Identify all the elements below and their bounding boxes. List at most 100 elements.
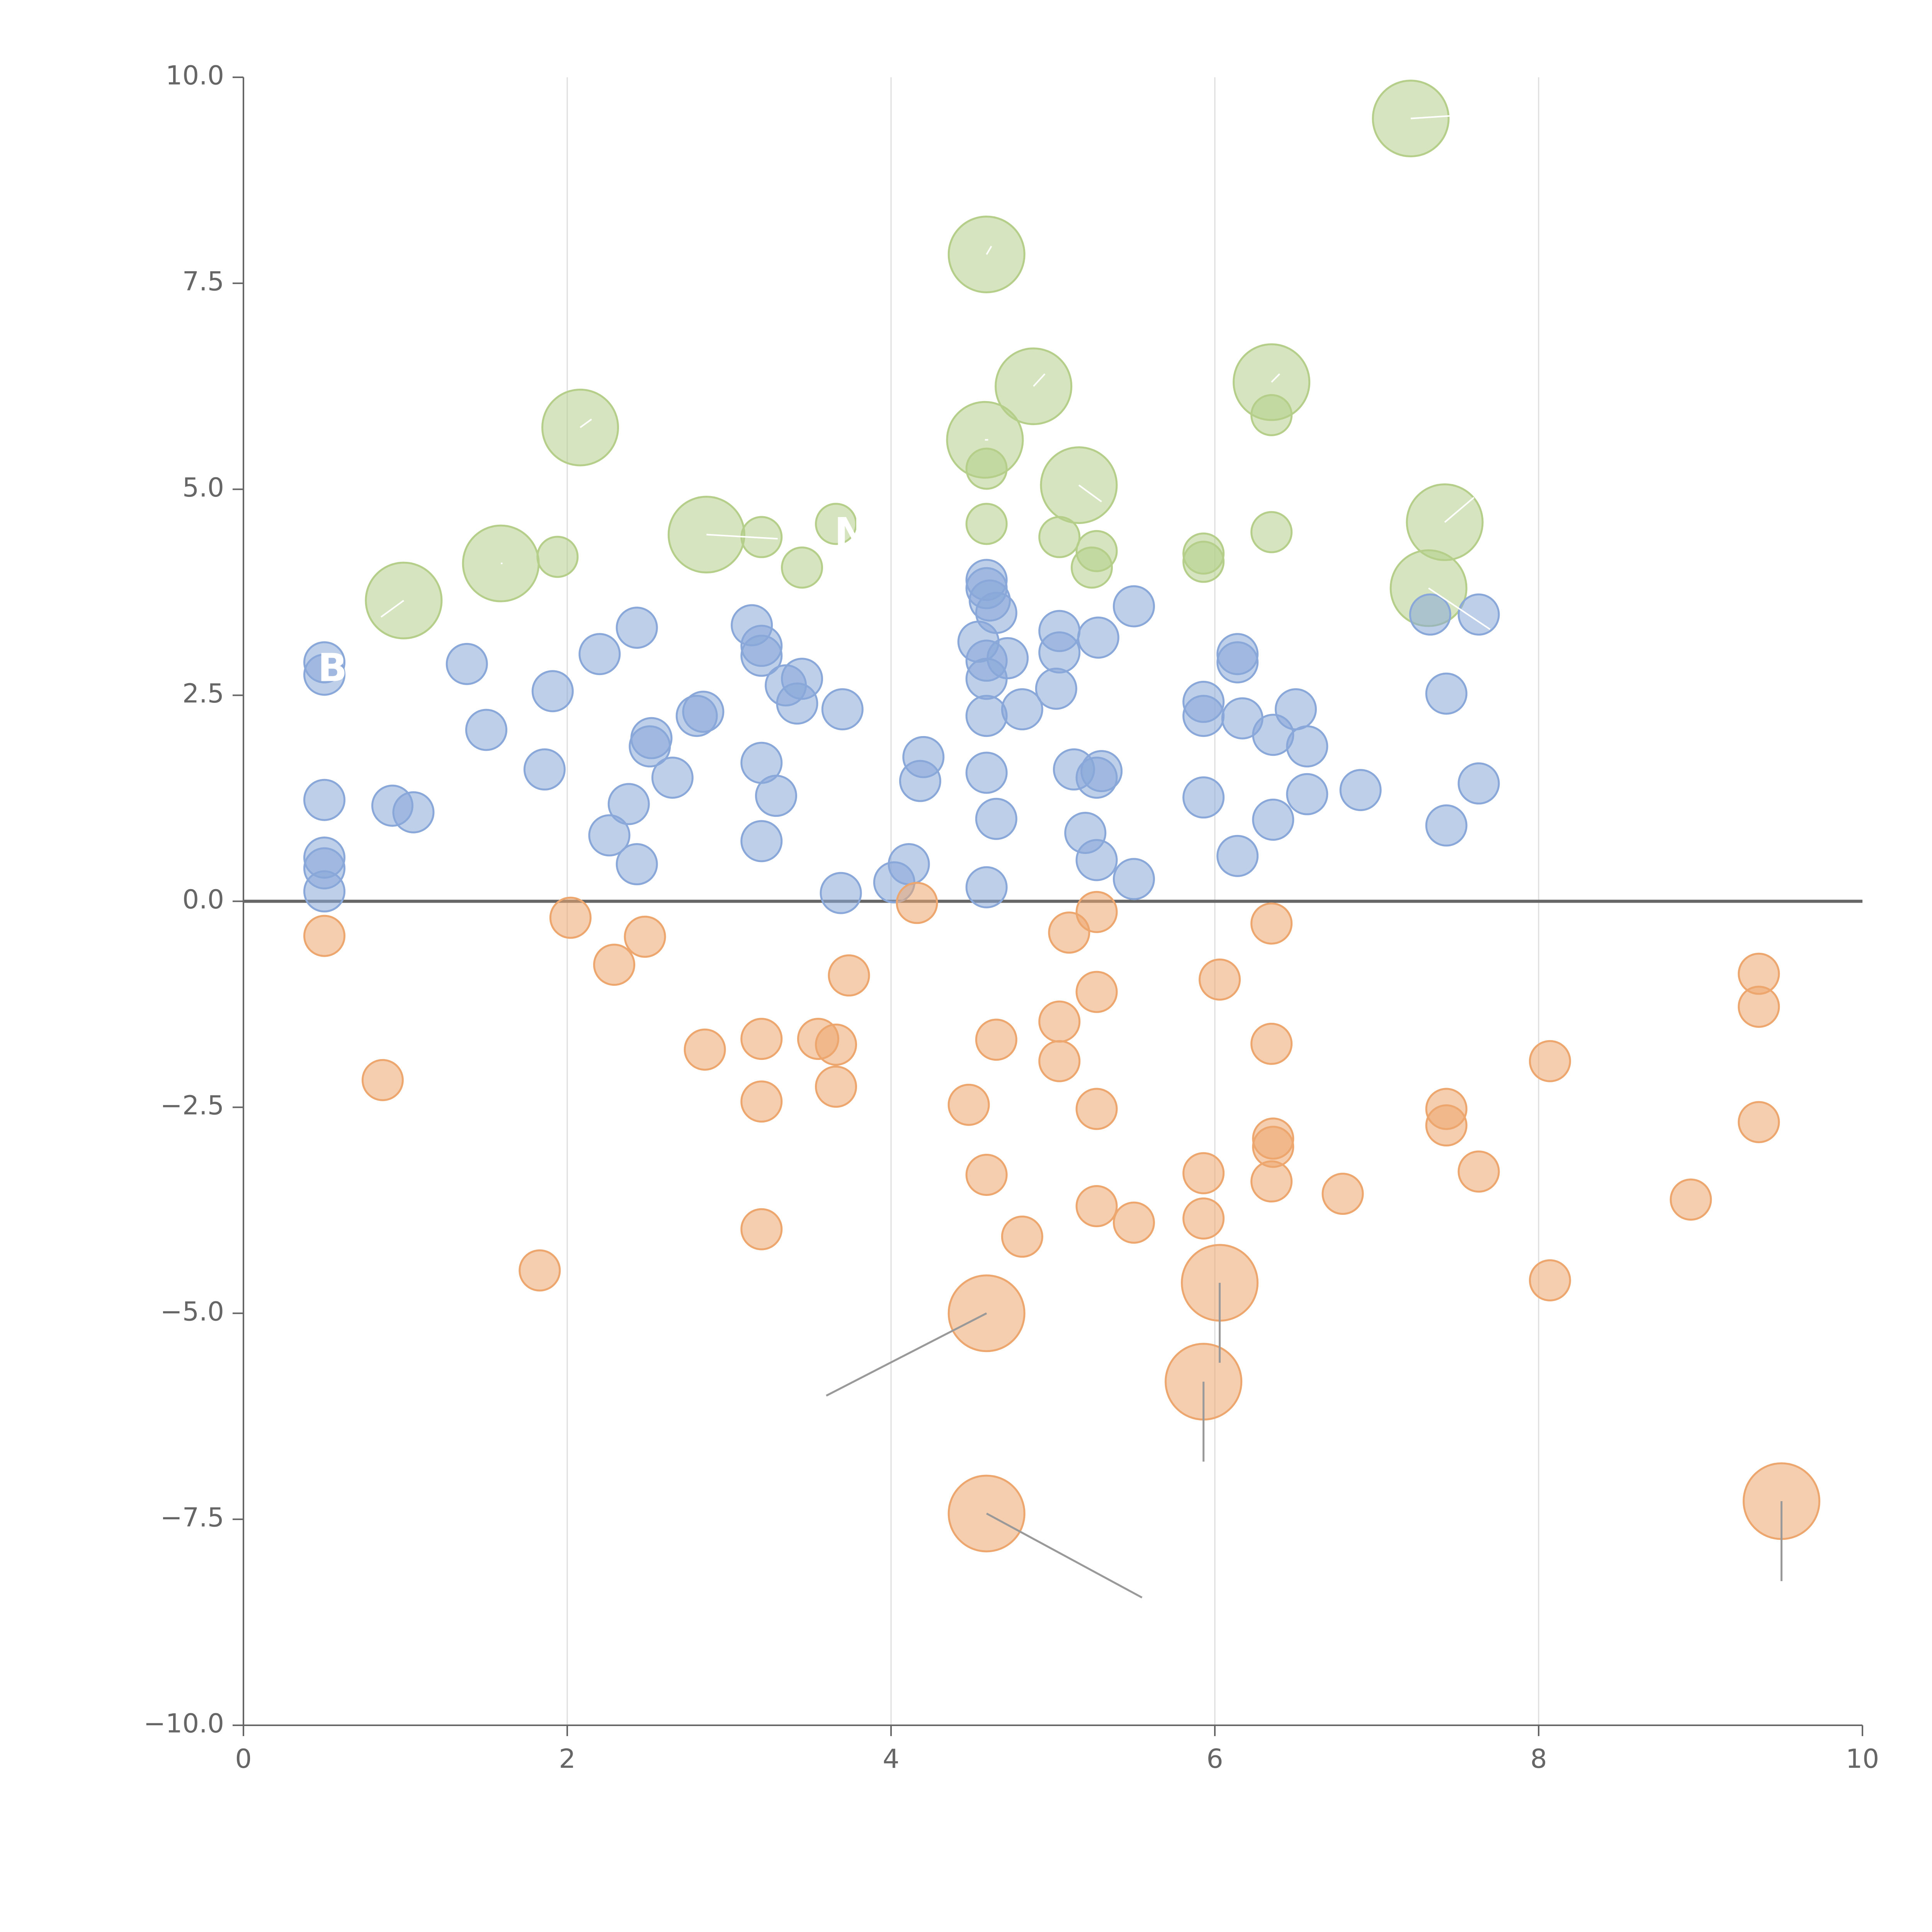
orange-bubble	[1250, 1160, 1293, 1203]
orange-bubble	[815, 1065, 857, 1108]
blue-bubble	[1458, 593, 1500, 636]
green-bubble	[1071, 546, 1113, 589]
x-tick-label: 4	[883, 1744, 899, 1774]
orange-leader-line	[986, 1512, 1143, 1599]
blue-bubble	[523, 748, 566, 791]
x-tick-label: 2	[559, 1744, 575, 1774]
x-tick-label: 10	[1846, 1744, 1879, 1774]
orange-bubble	[1182, 1152, 1225, 1194]
orange-leader-line	[826, 1312, 987, 1397]
blue-bubble	[975, 798, 1017, 840]
green-bubble	[815, 503, 857, 545]
x-tick-label: 8	[1530, 1744, 1547, 1774]
green-bubble	[781, 546, 823, 589]
green-leader-line	[1078, 484, 1102, 502]
point-labels: NB	[318, 509, 867, 690]
blue-bubble	[1113, 858, 1155, 900]
blue-bubble	[578, 633, 621, 675]
blue-bubble	[446, 643, 488, 685]
green-bubble	[536, 536, 579, 578]
blue-bubble	[1409, 593, 1451, 636]
blue-bubble	[465, 709, 507, 751]
blue-bubble	[1216, 641, 1259, 684]
y-tick-label: −2.5	[160, 1090, 224, 1121]
orange-bubble	[1182, 1197, 1225, 1240]
orange-bubble	[740, 1018, 783, 1060]
y-tick-label: 10.0	[166, 61, 224, 91]
point-label: N	[834, 509, 867, 554]
blue-bubble	[1035, 667, 1077, 710]
orange-bubble	[1048, 912, 1090, 954]
blue-bubble	[1182, 776, 1225, 819]
y-tick-label: 7.5	[182, 267, 224, 297]
green-leader-line	[580, 418, 592, 428]
orange-bubble	[828, 954, 870, 997]
orange-bubble	[519, 1249, 561, 1292]
orange-bubble	[549, 896, 592, 939]
blue-bubble	[820, 872, 862, 914]
orange-bubble	[740, 1208, 783, 1250]
blue-bubble	[1425, 804, 1468, 847]
orange-bubble	[1738, 1101, 1780, 1143]
orange-bubble	[593, 944, 636, 986]
blue-bubble	[303, 653, 345, 696]
orange-bubble	[684, 1028, 726, 1071]
blue-bubble	[755, 775, 798, 817]
green-bubble	[1250, 394, 1293, 436]
blue-bubble	[965, 866, 1008, 908]
orange-bubble	[1038, 1000, 1081, 1043]
y-tick-label: 0.0	[182, 884, 224, 915]
blue-bubble	[1077, 616, 1119, 659]
green-bubble	[965, 447, 1008, 490]
blue-bubble	[675, 695, 718, 737]
blue-bubble	[616, 843, 658, 886]
blue-bubble	[776, 682, 818, 725]
green-leader-line	[380, 600, 404, 618]
blue-bubble	[303, 870, 345, 913]
blue-bubble	[651, 757, 694, 799]
blue-bubble	[1425, 672, 1468, 715]
orange-bubble	[1075, 1088, 1118, 1130]
blue-bubble	[1216, 835, 1259, 877]
orange-bubble	[1529, 1259, 1571, 1301]
blue-bubble	[821, 688, 864, 731]
y-tick-label: 2.5	[182, 679, 224, 709]
green-bubble	[1250, 511, 1293, 553]
orange-bubble	[624, 915, 666, 958]
blue-bubble	[1001, 688, 1043, 731]
blue-bubble	[629, 725, 671, 768]
blue-bubble	[1339, 769, 1382, 811]
orange-bubble	[1075, 1185, 1118, 1228]
x-tick-label: 6	[1206, 1744, 1223, 1774]
data-points	[303, 80, 1820, 1553]
green-leader-line	[1033, 373, 1046, 387]
green-leader-line	[986, 246, 992, 255]
orange-bubble	[1075, 971, 1118, 1013]
green-leader-line	[1444, 497, 1475, 523]
orange-bubble	[1425, 1104, 1468, 1147]
blue-bubble	[1458, 762, 1500, 805]
blue-bubble	[531, 670, 574, 713]
blue-bubble	[1113, 585, 1155, 628]
orange-bubble	[975, 1019, 1017, 1061]
orange-bubble	[947, 1083, 990, 1126]
orange-bubble	[1250, 902, 1293, 945]
blue-bubble	[1038, 631, 1081, 673]
blue-bubble	[740, 820, 783, 862]
blue-bubble	[965, 658, 1008, 700]
blue-bubble	[740, 634, 783, 677]
y-tick-label: −10.0	[144, 1709, 224, 1739]
orange-bubble	[1738, 985, 1780, 1028]
x-tick-label: 0	[235, 1744, 252, 1774]
orange-bubble	[965, 1153, 1008, 1196]
orange-bubble	[896, 882, 938, 924]
orange-bubble	[1250, 1022, 1293, 1065]
blue-bubble	[965, 695, 1008, 737]
blue-bubble	[1286, 773, 1328, 815]
orange-bubble	[1038, 1040, 1081, 1082]
green-leader-line	[1428, 587, 1491, 630]
green-leader-line	[1410, 113, 1474, 119]
y-tick-label: 5.0	[182, 473, 224, 503]
orange-bubble	[815, 1024, 857, 1066]
